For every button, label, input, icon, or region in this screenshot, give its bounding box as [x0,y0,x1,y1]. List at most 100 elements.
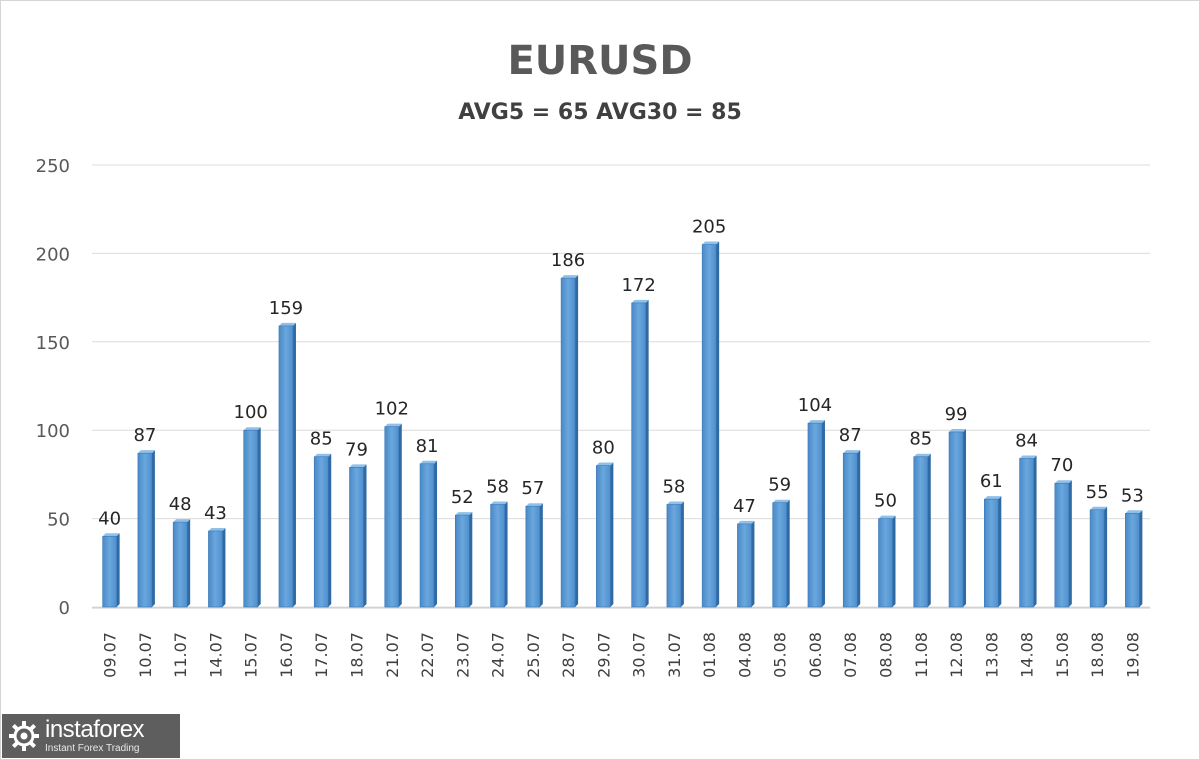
data-label: 48 [169,494,192,515]
bar [172,519,191,608]
bar-front [807,422,823,608]
bar-side [963,428,967,607]
x-tick-label: 15.08 [1053,632,1072,678]
x-tick-label: 14.08 [1018,632,1037,678]
data-label: 81 [416,436,439,457]
bar [807,420,825,608]
bar [525,503,543,608]
data-label: 186 [551,250,585,271]
x-tick-label: 09.07 [101,632,120,678]
bar-front [560,277,576,608]
bar-front [490,504,505,608]
bar-top [1125,510,1143,514]
data-label: 50 [874,491,897,512]
bar-side [116,533,120,607]
bar [454,512,473,608]
data-label: 172 [621,275,655,296]
x-tick-label: 07.08 [841,632,860,678]
bar-side [857,450,861,607]
bar-top [561,275,579,279]
bar-top [1054,480,1072,484]
data-label: 79 [345,439,368,460]
bar [1054,480,1072,608]
bar-front [208,530,223,608]
data-label: 58 [662,476,685,497]
x-tick-label: 18.07 [348,632,367,678]
bar-top [243,427,261,431]
bar-side [821,420,825,607]
data-label: 85 [909,429,932,450]
instaforex-logo: instaforex Instant Forex Trading [2,714,180,758]
bar [983,496,1002,608]
bar-top [314,453,332,457]
bar-front [842,452,858,608]
x-tick-label: 13.08 [982,632,1001,678]
bar-top [949,428,967,432]
bar-front [948,431,964,608]
bar-side [539,503,543,607]
bar-front [772,502,788,608]
bar-top [420,460,438,464]
x-tick-label: 08.08 [877,632,896,678]
bar-side [575,275,579,607]
gridlines [92,164,1150,609]
bar-side [645,299,649,607]
data-label: 61 [980,471,1003,492]
bar-front [454,514,470,608]
data-label: 102 [375,399,409,420]
bar-front [278,325,294,608]
bar [419,460,438,608]
bar-top [807,420,825,424]
x-tick-label: 30.07 [630,632,649,678]
x-tick-label: 31.07 [665,632,684,678]
bar-side [292,322,296,607]
x-tick-label: 06.08 [806,632,825,678]
bar-front [701,244,717,608]
bar-front [983,498,999,608]
y-tick-label: 150 [36,333,70,354]
x-tick-label: 15.07 [242,632,261,678]
data-label: 80 [592,438,615,459]
x-tick-label: 22.07 [418,632,437,678]
bar-side [434,460,438,607]
x-tick-label: 18.08 [1088,632,1107,678]
y-axis-ticks: 0 50 100 150 200 250 [36,156,70,619]
bar-front [631,302,646,608]
bar-front [525,505,541,608]
bar-side [504,501,508,607]
bar [137,450,155,608]
data-label: 87 [133,425,156,446]
x-axis-ticks: 09.07 10.07 11.07 14.07 15.07 16.07 17.07 18.07… [101,632,1143,678]
data-label: 99 [945,404,968,425]
bar-top [737,520,755,524]
bar [701,241,720,608]
bar [1019,455,1037,608]
bar-top [278,322,296,326]
data-label: 40 [98,508,121,529]
bar-front [1054,482,1070,608]
bar [1089,506,1108,608]
bar-top [349,464,367,468]
x-tick-label: 21.07 [383,632,402,678]
data-label: 87 [839,425,862,446]
x-tick-label: 14.07 [206,632,225,678]
bar-front [1089,509,1105,608]
bar-top [772,499,790,503]
bar [560,275,579,608]
x-tick-label: 24.07 [489,632,508,678]
bar-top [490,501,508,505]
data-label: 100 [234,402,268,423]
bar-side [680,501,684,607]
bar-side [1139,510,1143,607]
bar-side [751,520,755,607]
data-label: 58 [486,476,509,497]
data-label: 159 [269,298,303,319]
bar-side [927,453,931,607]
data-label: 59 [768,475,791,496]
bar-side [222,527,226,607]
bar-side [998,496,1002,607]
bar-top [631,299,649,303]
bar-top [596,462,614,466]
bar [278,322,296,608]
bar-front [419,463,435,608]
